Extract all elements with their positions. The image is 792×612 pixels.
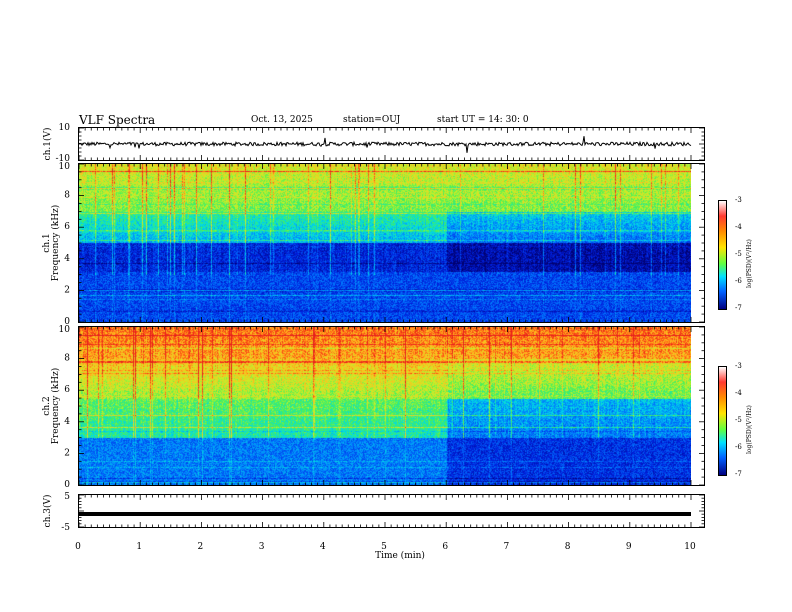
colorbar-tick-label: -5 [735, 416, 742, 424]
ch1-spectrogram-panel [78, 163, 705, 323]
x-tick-label: 1 [136, 542, 142, 552]
colorbar-tick-label: -7 [735, 304, 742, 312]
colorbar-title: log(PSD)(V²/Hz) [746, 239, 753, 288]
ch2-spectrogram-heatmap [79, 327, 691, 485]
ch3-voltage-ylabel: ch.3(V) [42, 495, 53, 528]
y-tick-label: 10 [59, 325, 71, 335]
x-axis-label: Time (min) [375, 550, 425, 561]
x-tick-label: 6 [442, 542, 448, 552]
ch2-spectrogram-axes [79, 327, 704, 485]
x-tick-label: 0 [75, 542, 81, 552]
y-tick-label: 6 [64, 222, 70, 232]
colorbar-tick-label: -4 [735, 223, 742, 231]
x-tick-label: 4 [320, 542, 326, 552]
y-tick-label: 8 [64, 354, 70, 364]
ch1-voltage-panel [78, 127, 705, 161]
y-tick-label: 8 [64, 191, 70, 201]
y-tick-label: -5 [61, 523, 70, 533]
y-tick-label: 2 [64, 285, 70, 295]
colorbar-tick-label: -4 [735, 389, 742, 397]
x-tick-label: 9 [626, 542, 632, 552]
colorbar-tick-label: -6 [735, 443, 742, 451]
y-tick-label: 0 [64, 480, 70, 490]
ch1-spectrogram-heatmap [79, 164, 691, 322]
ch1-voltage-ylabel: ch.1(V) [42, 128, 53, 161]
y-tick-label: 6 [64, 385, 70, 395]
x-tick-label: 7 [504, 542, 510, 552]
spectrogram-ylabel-channel: ch.1 [42, 233, 52, 252]
colorbar-tick-label: -6 [735, 277, 742, 285]
y-tick-label: 4 [64, 254, 70, 264]
colorbar-tick-label: -5 [735, 250, 742, 258]
spectrogram-ylabel-frequency: Frequency (kHz) [50, 368, 61, 445]
start-time-label: start UT = 14: 30: 0 [437, 115, 529, 125]
y-tick-label: 5 [64, 492, 70, 502]
spectrogram-ylabel-channel: ch.2 [42, 396, 52, 415]
ch3-voltage-plot [79, 495, 704, 527]
ch1-spectrogram-axes [79, 164, 704, 322]
colorbar-title: log(PSD)(V²/Hz) [746, 405, 753, 454]
y-tick-label: 10 [59, 162, 71, 172]
ch2-spectrogram-panel [78, 326, 705, 486]
ch1-waveform-line [79, 136, 692, 153]
y-tick-label: 10 [59, 123, 71, 133]
ch3-voltage-panel [78, 494, 705, 528]
station-label: station=OUJ [343, 115, 401, 125]
ch1-colorbar [718, 200, 727, 310]
x-tick-label: 5 [381, 542, 387, 552]
y-tick-label: 4 [64, 417, 70, 427]
colorbar-tick-label: -3 [735, 196, 742, 204]
x-tick-label: 3 [259, 542, 265, 552]
x-tick-label: 10 [684, 542, 696, 552]
ch1-voltage-plot [79, 128, 704, 160]
x-tick-label: 8 [565, 542, 571, 552]
colorbar-tick-label: -7 [735, 470, 742, 478]
spectrogram-ylabel-frequency: Frequency (kHz) [50, 205, 61, 282]
y-tick-label: -10 [56, 154, 71, 164]
ch2-colorbar [718, 366, 727, 476]
y-tick-label: 0 [64, 317, 70, 327]
y-tick-label: 2 [64, 448, 70, 458]
date-label: Oct. 13, 2025 [251, 115, 313, 125]
colorbar-tick-label: -3 [735, 362, 742, 370]
x-tick-label: 2 [198, 542, 204, 552]
chart-title: VLF Spectra [79, 113, 156, 127]
